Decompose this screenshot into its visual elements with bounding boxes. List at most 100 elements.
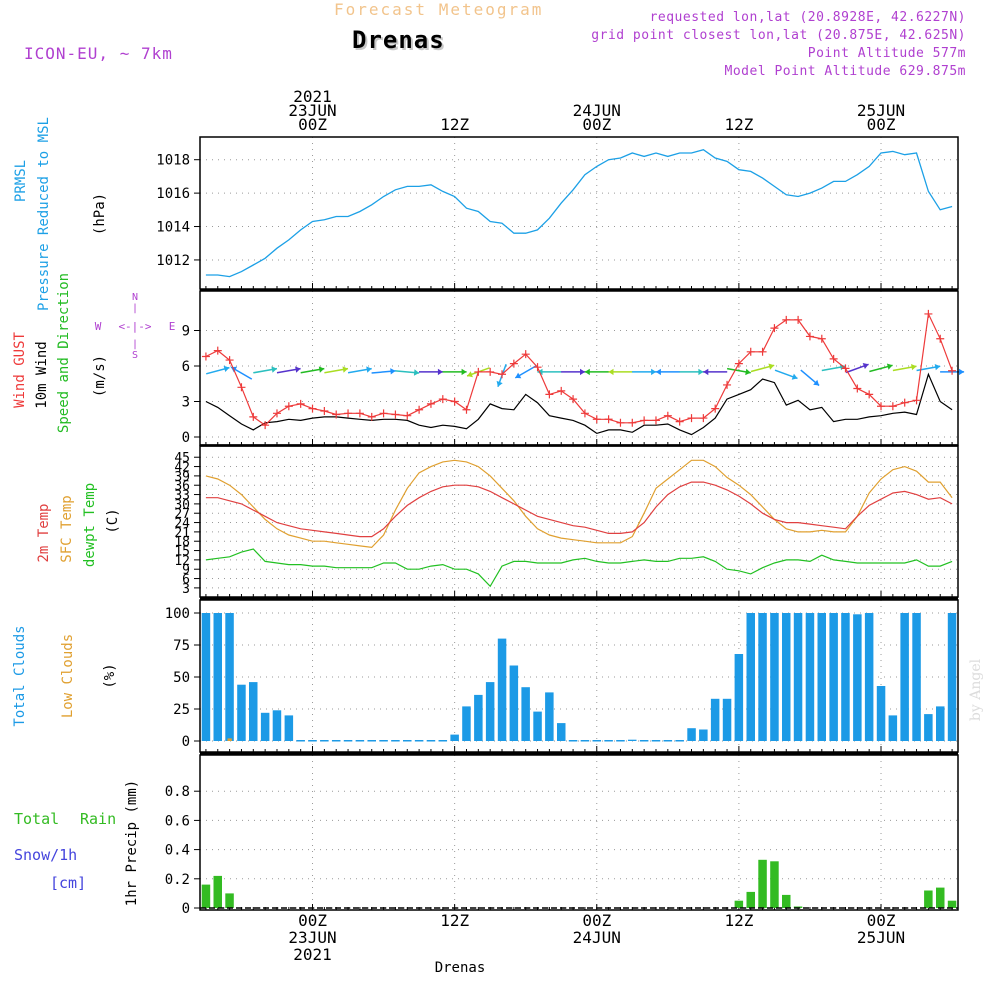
grid-point-coordinates: grid point closest lon,lat (20.875E, 42.… — [591, 28, 966, 43]
total-clouds-bar — [545, 692, 554, 741]
total-clouds-bar — [604, 740, 613, 742]
wind-gust-marker — [261, 421, 270, 430]
wind-gust-marker — [296, 399, 305, 408]
wind-direction-arrowhead — [862, 363, 869, 369]
compass-stem-n: | — [132, 303, 138, 314]
wind-gust-marker — [344, 409, 353, 418]
precip-bar — [746, 891, 755, 908]
time-label-bottom: 25JUN — [857, 928, 905, 947]
wind-gust-marker — [367, 412, 376, 421]
time-label-top: 00Z — [582, 115, 611, 134]
precip-bar — [947, 900, 957, 908]
wind-gust-marker — [332, 410, 341, 419]
ytick-label: 25 — [173, 702, 190, 718]
wind-gust-marker — [474, 367, 483, 376]
precip-bar — [213, 875, 222, 908]
ytick-label: 15 — [174, 545, 190, 560]
time-label-top: 2021 — [293, 87, 332, 106]
label-pressure-unit: (hPa) — [92, 193, 108, 235]
precip-bar — [782, 894, 791, 908]
total-clouds-bar — [331, 740, 341, 742]
total-clouds-bar — [829, 613, 838, 741]
wind-direction-arrowhead — [698, 368, 704, 376]
wind-direction-arrowhead — [745, 368, 751, 376]
total-clouds-bar — [782, 613, 791, 741]
wind-direction-arrowhead — [608, 368, 614, 376]
wind-direction-arrowhead — [934, 364, 941, 371]
wind-direction-arrowhead — [911, 364, 917, 371]
time-label-top: 12Z — [724, 115, 753, 134]
wind-gust-marker — [592, 415, 601, 424]
total-clouds-bar — [592, 740, 602, 742]
wind-gust-marker — [663, 411, 672, 420]
total-clouds-bar — [651, 740, 661, 742]
total-clouds-bar — [201, 613, 211, 741]
total-clouds-bar — [758, 613, 767, 741]
time-label-bottom: 00Z — [582, 911, 611, 930]
pressure-line — [205, 148, 953, 278]
ytick-label: 0.2 — [165, 872, 190, 888]
location-title: Drenas — [352, 26, 445, 54]
total-clouds-bar — [426, 740, 436, 742]
ytick-label: 30 — [174, 498, 190, 513]
precip-bar — [734, 900, 744, 908]
wind-direction-arrowhead — [295, 366, 301, 373]
time-label-bottom: 2021 — [293, 945, 332, 964]
total-clouds-bar — [497, 638, 507, 741]
footer-location: Drenas — [435, 960, 486, 976]
precip-bar — [770, 861, 779, 908]
wind-direction-arrowhead — [223, 365, 230, 372]
legend-rain: Rain — [80, 810, 116, 828]
ytick-label: 1018 — [156, 153, 190, 169]
label-prmsl: PRMSL — [13, 160, 29, 202]
wind-direction-arrowhead — [390, 368, 396, 375]
legend-snow: Snow/1h — [14, 846, 77, 864]
total-clouds-bar — [343, 740, 353, 742]
total-clouds-bar — [403, 740, 412, 742]
total-clouds-bar — [533, 711, 542, 741]
total-clouds-bar — [936, 706, 945, 741]
ytick-label: 9 — [182, 563, 190, 578]
total-clouds-bar — [438, 740, 448, 742]
compass-stem-s: | — [132, 339, 138, 350]
ytick-label: 3 — [182, 395, 190, 411]
total-clouds-bar — [521, 687, 530, 741]
wind-gust-marker — [912, 396, 921, 405]
wind-gust-marker — [770, 324, 779, 333]
model-point-altitude: Model Point Altitude 629.875m — [724, 64, 966, 79]
precip-bar — [924, 890, 933, 908]
total-clouds-bar — [474, 694, 483, 741]
total-clouds-bar — [793, 613, 803, 741]
wind-gust-marker — [569, 395, 578, 404]
wind-gust-marker — [628, 418, 637, 427]
total-clouds-bar — [699, 729, 708, 741]
compass-north: N — [132, 292, 138, 303]
wind-gust-marker — [841, 364, 850, 373]
time-label-top: 25JUN — [857, 101, 905, 120]
wind-gust-line — [205, 311, 953, 426]
wind-gust-marker — [201, 352, 210, 361]
wind-direction-arrowhead — [959, 368, 965, 376]
wind-direction-arrowhead — [584, 368, 590, 376]
total-clouds-bar — [367, 740, 376, 742]
wind-gust-marker — [213, 346, 222, 355]
compass-east: E — [169, 320, 176, 333]
wind-gust-marker — [924, 309, 933, 318]
time-label-bottom: 00Z — [867, 911, 896, 930]
wind-gust-marker — [355, 409, 364, 418]
wind-gust-marker — [498, 370, 507, 379]
wind-direction-arrowhead — [515, 372, 522, 379]
panel-pressure: 1012 1014 1016 1018 — [156, 137, 958, 289]
wind-gust-marker — [415, 405, 424, 414]
time-label-top: 23JUN — [288, 101, 336, 120]
label-pressure-msl: Pressure Reduced to MSL — [36, 117, 52, 311]
ytick-label: 100 — [165, 606, 190, 622]
ytick-label: 1016 — [156, 186, 190, 202]
total-clouds-bar — [817, 613, 826, 741]
wind-gust-marker — [616, 418, 625, 427]
time-label-bottom: 23JUN — [288, 928, 336, 947]
wind-gust-marker — [426, 399, 435, 408]
total-clouds-bar — [947, 613, 957, 741]
requested-coordinates: requested lon,lat (20.8928E, 42.6227N) — [649, 10, 966, 25]
